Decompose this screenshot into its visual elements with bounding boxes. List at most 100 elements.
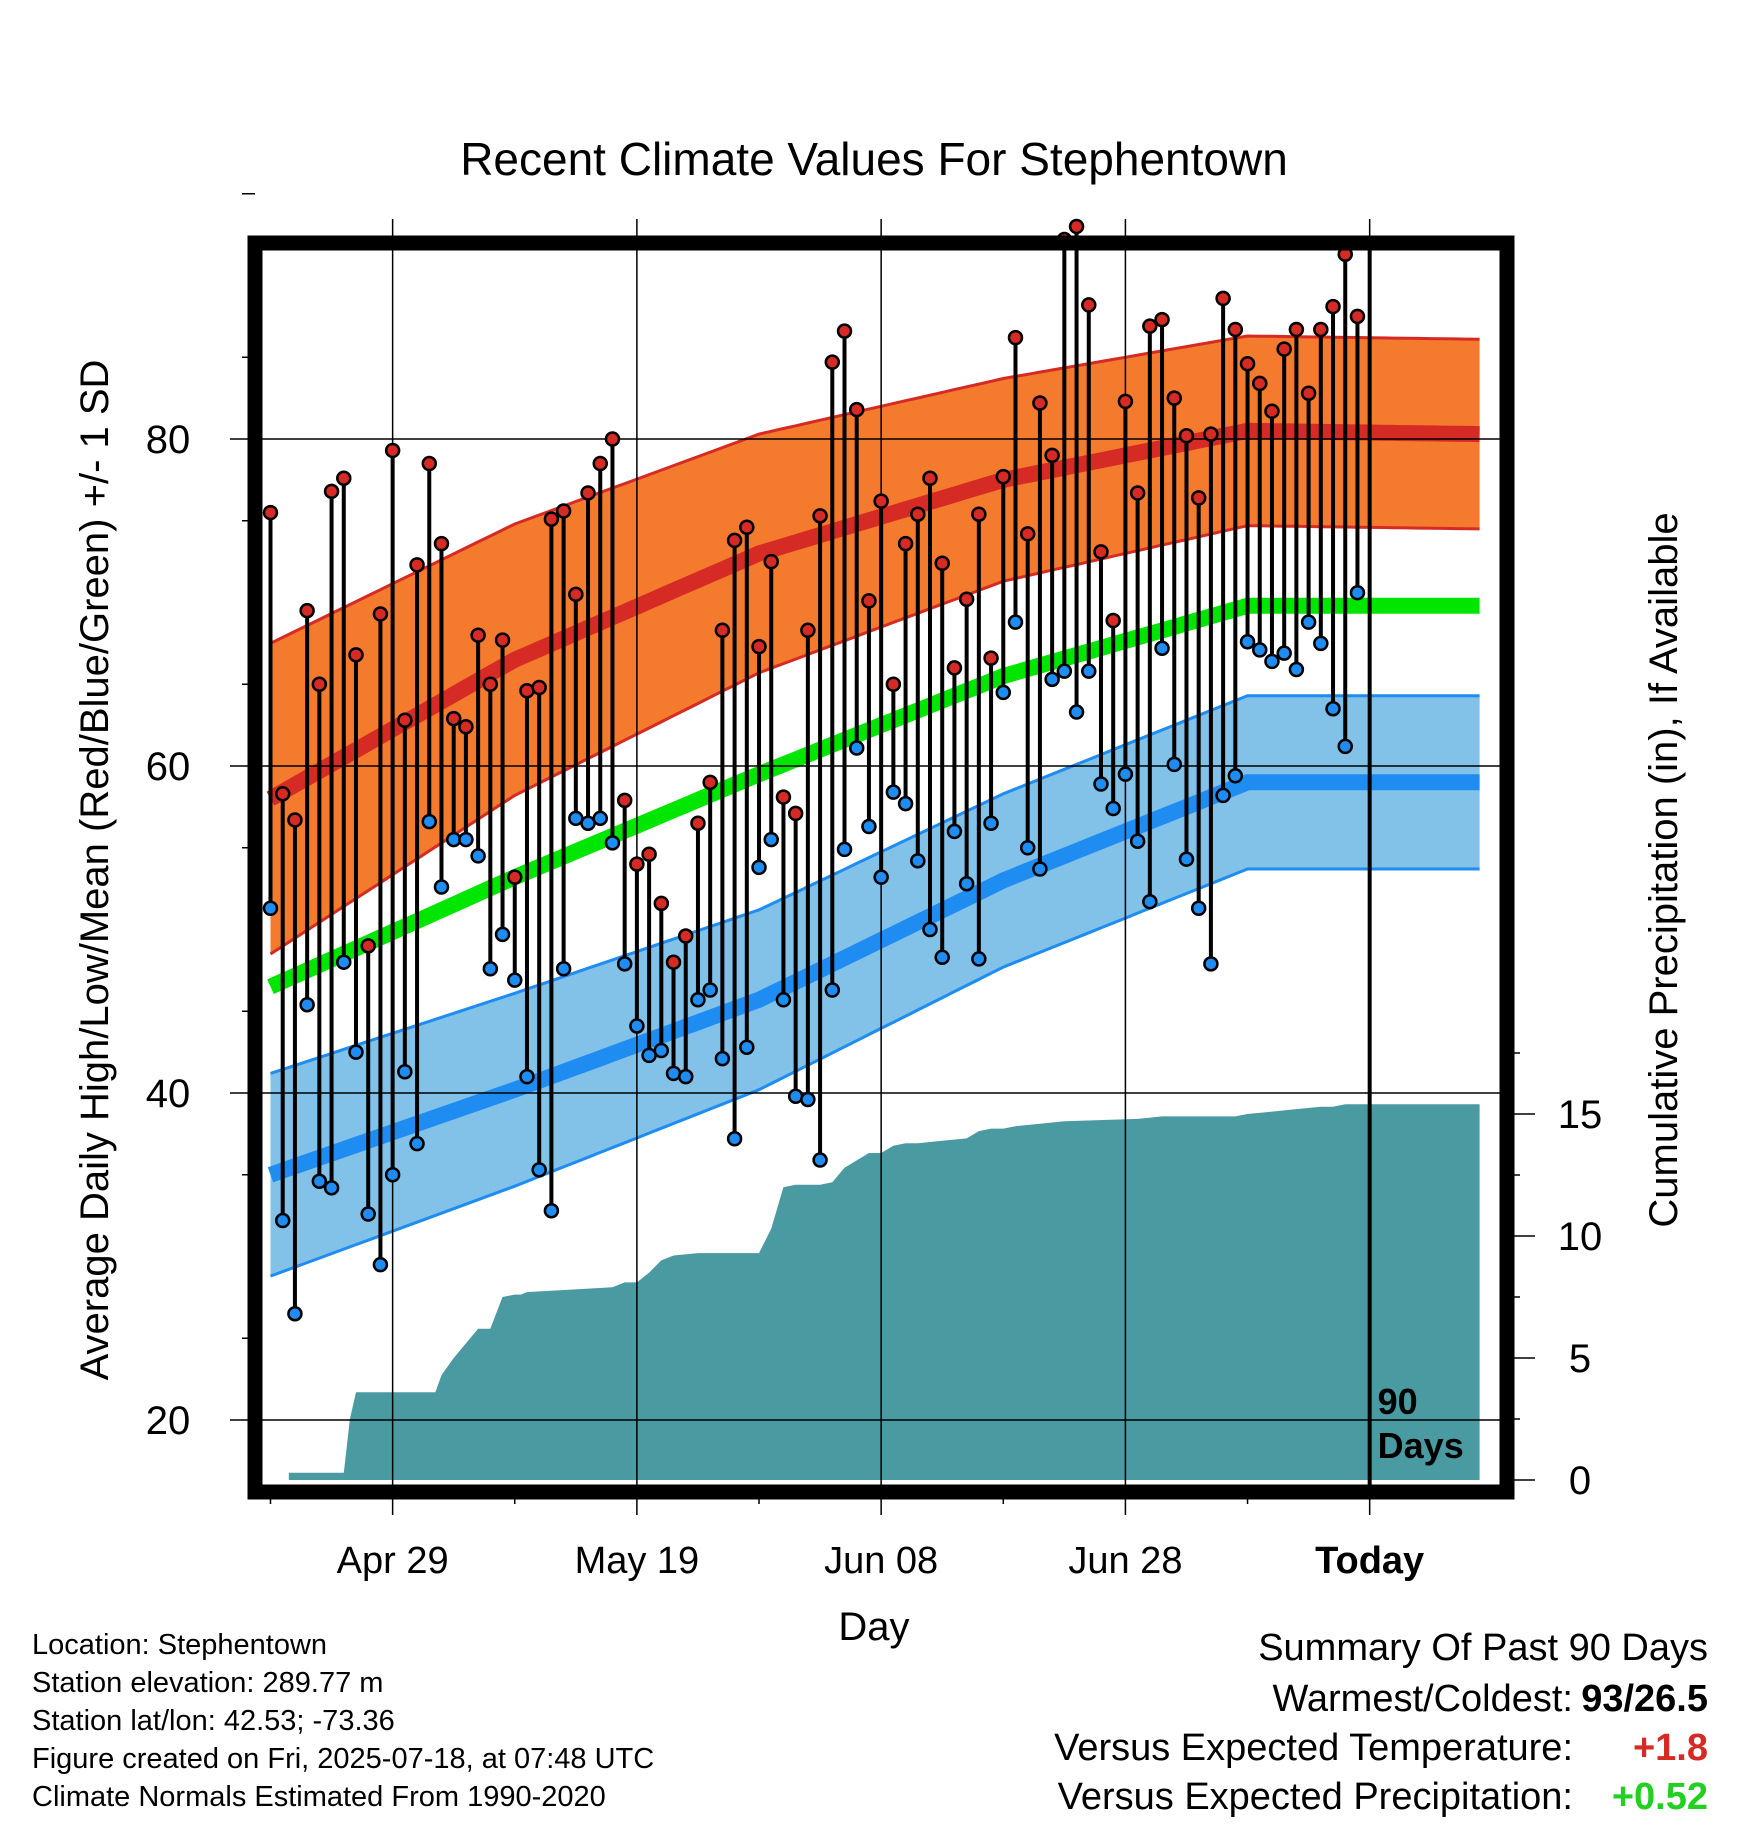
- daily-high-point: [1276, 341, 1292, 357]
- x-axis-label: Day: [838, 1605, 909, 1649]
- daily-high-point: [751, 638, 767, 655]
- daily-low-point: [1325, 701, 1341, 717]
- normals-note-text: Climate Normals Estimated From 1990-2020: [32, 1781, 606, 1813]
- daily-low-point: [1300, 614, 1317, 630]
- daily-high-point: [1239, 356, 1256, 372]
- daily-high-point: [946, 660, 963, 676]
- daily-high-point: [983, 650, 999, 666]
- daily-high-point: [739, 519, 755, 536]
- daily-high-point: [934, 555, 950, 572]
- normal-mean-line: [267, 597, 1480, 994]
- daily-low-point: [1056, 663, 1073, 679]
- daily-high-point: [714, 622, 731, 639]
- daily-high-point: [824, 354, 841, 370]
- daily-high-point: [800, 622, 816, 639]
- normal-low-line: [267, 774, 1480, 1183]
- daily-low-point: [1203, 956, 1219, 972]
- daily-high-point: [861, 593, 877, 609]
- daily-low-point: [323, 1180, 340, 1196]
- daily-low-point: [1178, 851, 1195, 867]
- daily-low-point: [653, 1042, 670, 1059]
- latlon-text: Station lat/lon: 42.53; -73.36: [32, 1705, 395, 1737]
- daily-high-point: [1093, 544, 1109, 560]
- daily-high-point: [873, 493, 889, 509]
- daily-high-point: [592, 455, 609, 472]
- daily-high-point: [445, 710, 462, 727]
- daily-high-point: [885, 676, 902, 692]
- daily-high-point: [348, 647, 364, 663]
- daily-low-point: [1190, 900, 1207, 916]
- x-tick-label: Apr 29: [337, 1540, 449, 1582]
- daily-high-point: [1178, 427, 1195, 444]
- daily-high-point: [812, 508, 828, 524]
- daily-high-point: [616, 792, 633, 809]
- daily-low-point: [409, 1135, 425, 1152]
- daily-low-point: [372, 1256, 389, 1273]
- daily-low-point: [946, 823, 963, 840]
- daily-low-point: [360, 1206, 376, 1222]
- daily-low-point: [897, 795, 914, 812]
- daily-low-point: [751, 859, 767, 876]
- daily-high-point: [360, 938, 376, 954]
- daily-high-point: [1252, 375, 1268, 392]
- daily-high-point: [897, 535, 914, 552]
- location-text: Location: Stephentown: [32, 1629, 328, 1661]
- daily-low-point: [836, 841, 853, 858]
- daily-high-point: [1007, 329, 1024, 346]
- daily-low-point: [616, 956, 633, 972]
- daily-low-point: [787, 1088, 804, 1105]
- daily-high-point: [1313, 321, 1329, 338]
- daily-high-point: [1264, 403, 1280, 419]
- daily-low-point: [665, 1065, 682, 1082]
- daily-low-point: [848, 740, 865, 756]
- summary-warmest-label: Warmest/Coldest:: [1272, 1678, 1573, 1720]
- daily-high-point: [336, 470, 352, 486]
- daily-low-point: [555, 960, 572, 977]
- daily-low-point: [262, 900, 279, 916]
- daily-high-point: [470, 627, 486, 643]
- daily-high-point: [1105, 612, 1121, 629]
- daily-high-point: [555, 503, 572, 519]
- daily-low-point: [775, 992, 792, 1008]
- daily-low-point: [1264, 653, 1280, 670]
- daily-high-point: [1117, 393, 1134, 410]
- summary-precip-value: +0.52: [1611, 1776, 1708, 1818]
- daily-high-point: [433, 535, 450, 552]
- daily-low-point: [1166, 756, 1183, 773]
- daily-low-point: [934, 949, 950, 966]
- plot-frame: [247, 235, 1515, 1500]
- daily-high-point: [299, 602, 315, 619]
- daily-high-point: [1154, 311, 1170, 328]
- daily-low-point: [824, 982, 841, 998]
- daily-high-point: [1215, 290, 1231, 307]
- high-band-upper-edge: [269, 334, 1480, 645]
- daily-low-point: [421, 813, 438, 830]
- daily-high-point: [458, 719, 474, 735]
- daily-low-point: [763, 831, 779, 848]
- daily-low-point: [543, 1202, 560, 1219]
- daily-high-point: [568, 586, 584, 603]
- daily-low-point: [1117, 766, 1134, 782]
- y-axis-label: Average Daily High/Low/Mean (Red/Blue/Gr…: [73, 360, 117, 1381]
- summary-temp-row: Versus Expected Temperature: +1.8: [0, 1727, 1748, 1771]
- daily-high-point: [604, 431, 621, 447]
- daily-low-point: [714, 1050, 731, 1067]
- daily-low-point: [1068, 704, 1085, 720]
- daily-low-point: [885, 784, 902, 800]
- summary-precip-label: Versus Expected Precipitation:: [1057, 1776, 1573, 1818]
- daily-high-point: [580, 485, 596, 501]
- daily-low-point: [629, 1018, 645, 1034]
- x-tick-label: Today: [1315, 1540, 1424, 1582]
- high-band-lower-edge: [269, 524, 1480, 956]
- daily-high-point: [763, 553, 779, 570]
- daily-high-point: [1325, 298, 1341, 315]
- today-marker-label: 90: [1378, 1381, 1418, 1422]
- summary-precip-row: Versus Expected Precipitation: +0.52: [0, 1776, 1748, 1820]
- daily-low-point: [1093, 776, 1109, 792]
- daily-low-point: [519, 1068, 535, 1085]
- summary-temp-value: +1.8: [1632, 1727, 1708, 1769]
- daily-low-point: [922, 921, 938, 938]
- summary-warmest-row: Warmest/Coldest: 93/26.5: [0, 1678, 1748, 1722]
- y2-tick-label: 5: [1569, 1337, 1591, 1381]
- daily-low-point: [1239, 633, 1256, 650]
